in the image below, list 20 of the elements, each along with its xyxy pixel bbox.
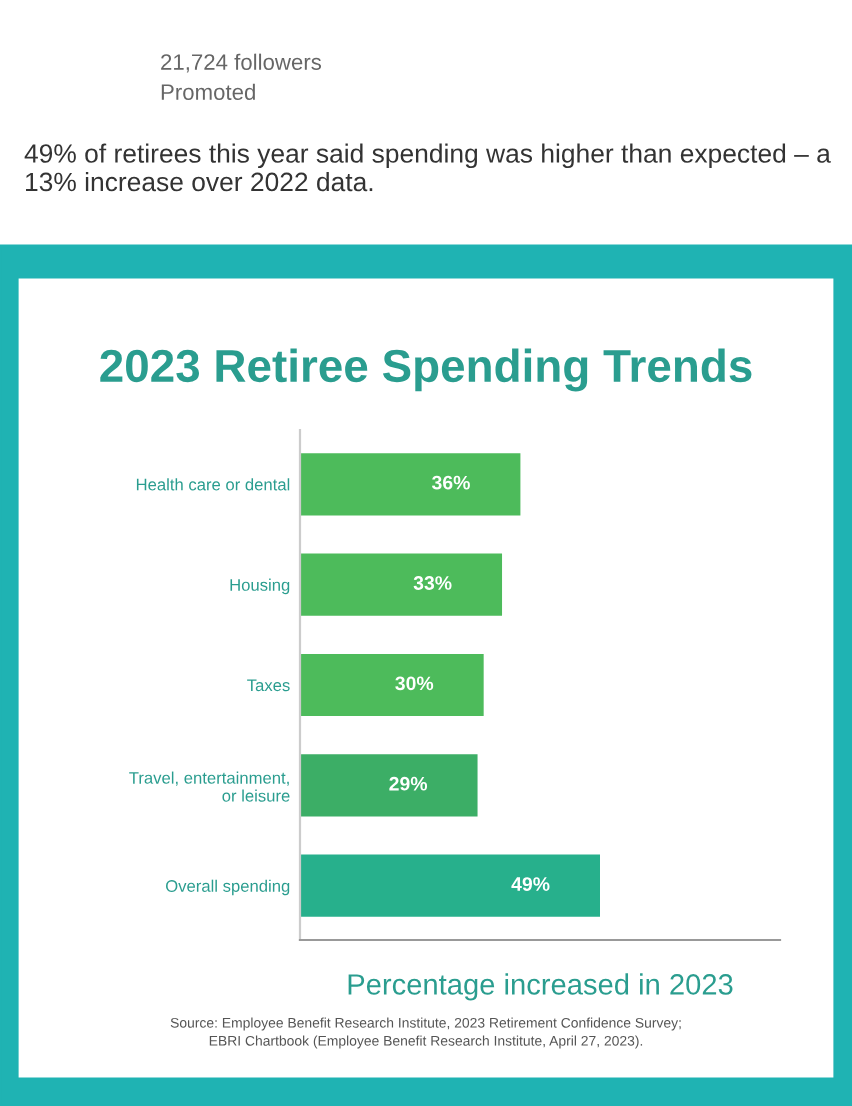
data-label: 49% (511, 877, 550, 891)
bar (300, 653, 484, 717)
text: 21,724 followers (161, 53, 322, 73)
x-axis-title: Percentage increased in 2023 (348, 973, 733, 1001)
bar (300, 553, 503, 616)
data-label: 29% (389, 776, 428, 791)
bar (300, 754, 478, 817)
bar (300, 453, 521, 516)
text: 49% of retirees this year said spending was higher than expected – a 13% increase over 2022 data. (24, 143, 831, 192)
text: Promoted (161, 83, 255, 100)
bar (300, 854, 600, 917)
data-label: 33% (413, 576, 452, 590)
chart-title: 2023 Retiree Spending Trends (100, 348, 752, 392)
data-label: 30% (395, 676, 434, 691)
y-tick-label: Taxes (247, 679, 290, 692)
y-tick-label: Travel, entertainment, or leisure (129, 771, 290, 802)
data-label: 36% (431, 475, 470, 490)
y-tick-label: Health care or dental (136, 478, 290, 491)
y-tick-label: Overall spending (166, 879, 290, 896)
y-tick-label: Housing (230, 578, 290, 595)
